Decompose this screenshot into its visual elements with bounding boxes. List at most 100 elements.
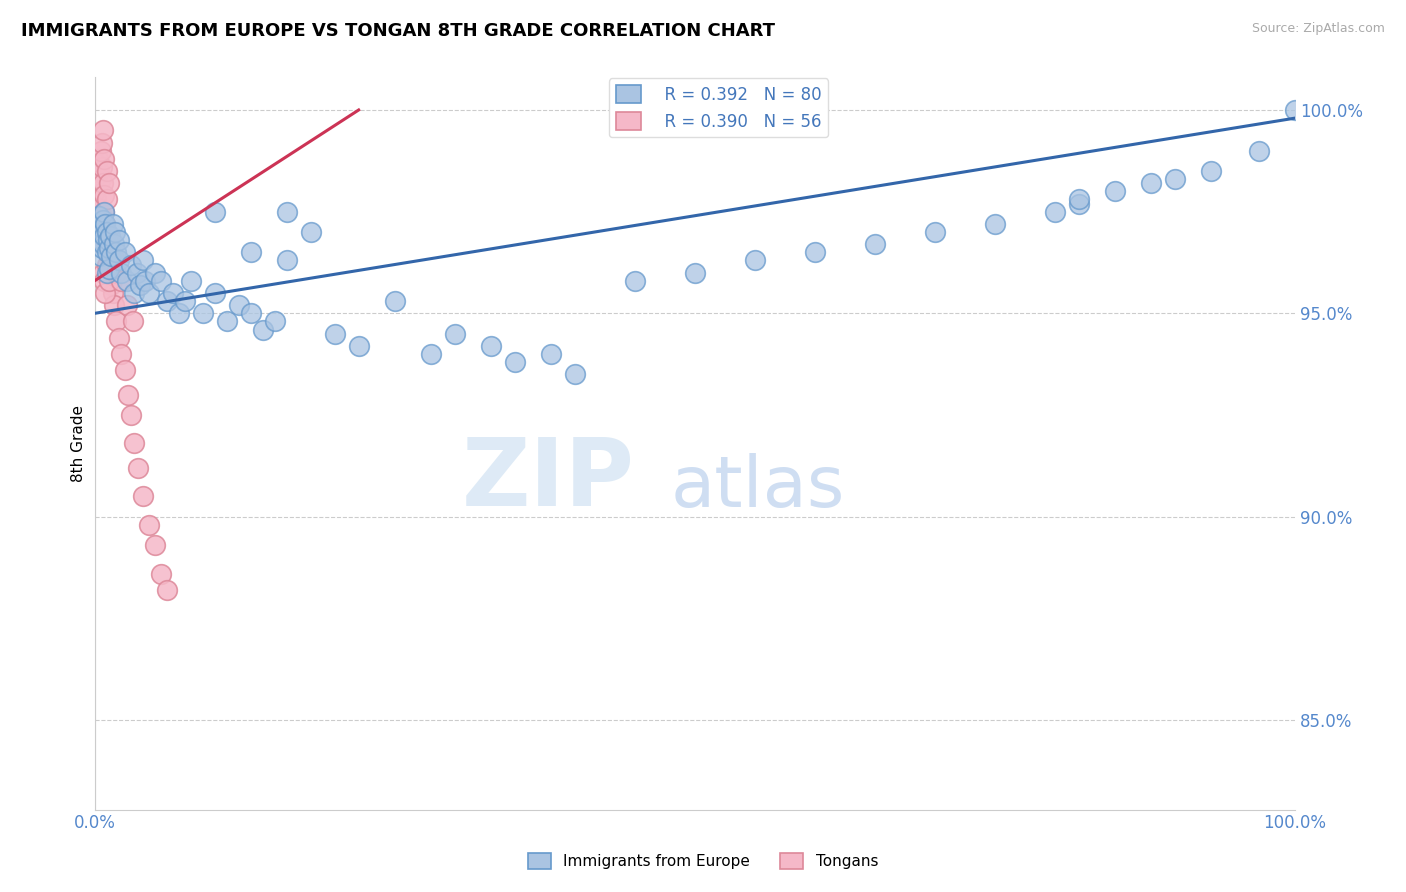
Text: Source: ZipAtlas.com: Source: ZipAtlas.com [1251,22,1385,36]
Point [239,245,262,260]
Point [239,306,262,320]
Point [122,314,145,328]
Point [87,233,110,247]
Point [93,204,115,219]
Point [125,266,148,280]
Point [90,241,112,255]
Point [83,184,105,198]
Point [93,274,115,288]
Point [149,274,172,288]
Point [90,160,112,174]
Point [86,168,108,182]
Point [93,204,115,219]
Point [117,387,139,401]
Point [98,253,121,268]
Point [101,285,124,300]
Text: atlas: atlas [671,453,845,522]
Point [1199,164,1222,178]
Point [443,326,465,341]
Point [96,245,118,260]
Point [96,225,118,239]
Point [100,277,122,292]
Point [162,285,184,300]
Point [90,136,112,150]
Point [101,249,124,263]
Point [134,274,156,288]
Point [101,217,124,231]
Point [91,237,114,252]
Point [215,314,238,328]
Point [90,249,112,263]
Point [115,274,138,288]
Point [155,582,177,597]
Point [110,347,132,361]
Point [564,368,586,382]
Text: IMMIGRANTS FROM EUROPE VS TONGAN 8TH GRADE CORRELATION CHART: IMMIGRANTS FROM EUROPE VS TONGAN 8TH GRA… [21,22,775,40]
Point [96,164,118,178]
Point [120,258,142,272]
Point [98,266,121,280]
Point [86,209,108,223]
Point [1043,204,1066,219]
Point [96,193,118,207]
Point [1140,176,1163,190]
Point [107,233,129,247]
Point [89,217,111,231]
Point [863,237,886,252]
Point [89,164,111,178]
Point [89,209,111,223]
Point [1067,196,1090,211]
Point [105,266,128,280]
Point [91,212,114,227]
Point [347,339,370,353]
Point [90,144,112,158]
Point [94,217,117,231]
Point [114,245,136,260]
Point [149,566,172,581]
Point [91,266,114,280]
Point [87,152,110,166]
Point [683,266,706,280]
Point [97,233,120,247]
Point [503,355,526,369]
Point [91,229,114,244]
Point [984,217,1007,231]
Point [93,188,115,202]
Y-axis label: 8th Grade: 8th Grade [72,405,86,482]
Point [138,285,160,300]
Point [276,204,298,219]
Point [204,204,226,219]
Point [1247,144,1270,158]
Point [98,261,121,276]
Point [131,489,153,503]
Point [540,347,562,361]
Point [122,436,145,450]
Point [924,225,946,239]
Point [114,363,136,377]
Point [623,274,645,288]
Point [131,253,153,268]
Point [127,461,149,475]
Point [90,225,112,239]
Point [173,294,195,309]
Point [84,193,107,207]
Point [115,298,138,312]
Point [384,294,406,309]
Point [104,225,127,239]
Point [110,274,132,288]
Legend: Immigrants from Europe, Tongans: Immigrants from Europe, Tongans [522,847,884,875]
Point [94,217,117,231]
Point [122,285,145,300]
Point [120,408,142,422]
Point [1067,193,1090,207]
Point [96,258,118,272]
Point [91,123,114,137]
Point [91,176,114,190]
Point [90,233,112,247]
Point [191,306,214,320]
Point [1104,184,1126,198]
Point [252,323,274,337]
Point [107,331,129,345]
Point [98,176,121,190]
Point [90,172,112,186]
